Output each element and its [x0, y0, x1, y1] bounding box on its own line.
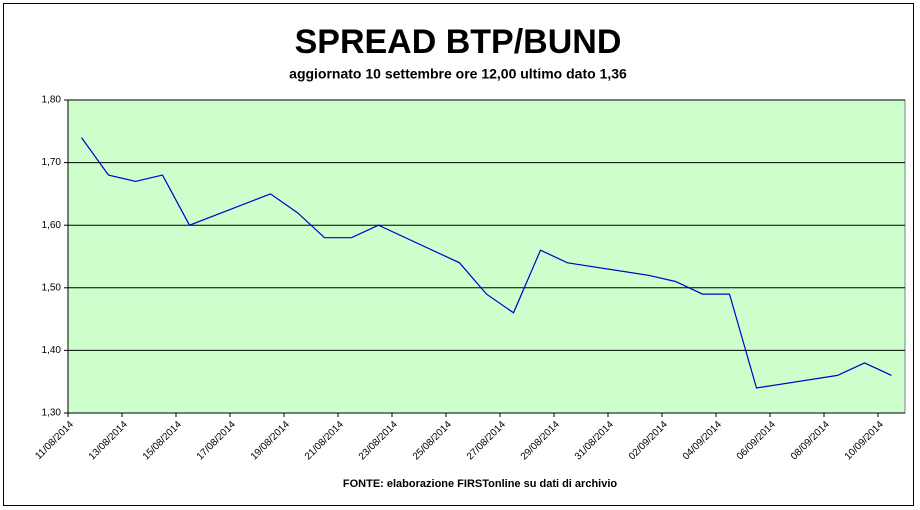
y-tick-label: 1,50 — [42, 282, 62, 293]
y-tick-label: 1,70 — [42, 157, 62, 168]
y-tick-label: 1,60 — [42, 220, 62, 231]
chart-subtitle: aggiornato 10 settembre ore 12,00 ultimo… — [289, 66, 627, 82]
data-line — [81, 137, 892, 389]
source-note: FONTE: elaborazione FIRSTonline su dati … — [343, 478, 617, 490]
plot-area — [67, 99, 906, 414]
y-tick-label: 1,30 — [42, 408, 62, 419]
y-tick-label: 1,40 — [42, 345, 62, 356]
chart-title: SPREAD BTP/BUND — [295, 23, 622, 61]
y-tick-label: 1,80 — [42, 95, 62, 106]
